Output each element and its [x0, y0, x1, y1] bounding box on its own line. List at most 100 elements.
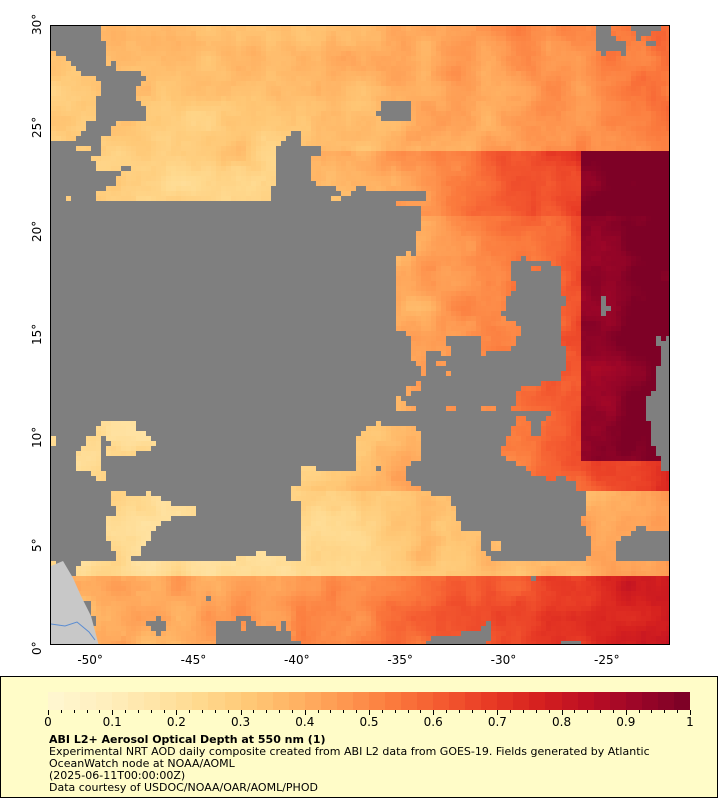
- aod-cells: [51, 26, 669, 644]
- colorbar-swatch: [577, 692, 594, 710]
- colorbar-minor-tick: [420, 710, 422, 713]
- colorbar-swatch: [384, 692, 402, 710]
- colorbar-swatch: [433, 692, 450, 710]
- aod-map: [50, 25, 670, 645]
- colorbar: [48, 692, 690, 710]
- colorbar-minor-tick: [677, 710, 679, 713]
- colorbar-minor-tick: [99, 710, 101, 713]
- caption-line-2: OceanWatch node at NOAA/AOML: [49, 757, 235, 770]
- colorbar-swatch: [304, 692, 321, 710]
- colorbar-minor-tick: [163, 710, 165, 713]
- colorbar-minor-tick: [150, 710, 152, 713]
- x-tick-label: -35°: [387, 653, 413, 667]
- colorbar-minor-tick: [330, 710, 332, 713]
- colorbar-swatch: [240, 692, 257, 710]
- colorbar-swatch: [272, 692, 289, 710]
- colorbar-minor-tick: [227, 710, 229, 713]
- colorbar-minor-tick: [202, 710, 204, 713]
- x-tick-label: -25°: [594, 653, 620, 667]
- y-tick-label: 15°: [30, 323, 44, 345]
- colorbar-swatch: [128, 692, 145, 710]
- colorbar-minor-tick: [612, 710, 614, 713]
- colorbar-label: 0.9: [616, 715, 636, 729]
- legend-title: ABI L2+ Aerosol Optical Depth at 550 nm …: [49, 733, 326, 746]
- land-area: [51, 561, 99, 644]
- colorbar-minor-tick: [471, 710, 473, 713]
- colorbar-swatch: [112, 692, 129, 710]
- colorbar-swatch: [561, 692, 578, 710]
- x-tick-label: -45°: [180, 653, 207, 667]
- colorbar-swatch: [160, 692, 177, 710]
- colorbar-tick: [369, 710, 370, 715]
- colorbar-minor-tick: [484, 710, 486, 713]
- colorbar-tick: [304, 710, 306, 715]
- colorbar-swatch: [545, 692, 562, 710]
- colorbar-swatch: [80, 692, 97, 710]
- colorbar-minor-tick: [73, 710, 75, 713]
- colorbar-minor-tick: [574, 710, 576, 713]
- colorbar-tick: [561, 710, 563, 715]
- caption-line-4: Data courtesy of USDOC/NOAA/OAR/AOML/PHO…: [49, 781, 318, 794]
- colorbar-swatch: [641, 692, 658, 710]
- colorbar-swatch: [336, 692, 353, 710]
- colorbar-tick: [112, 710, 114, 715]
- colorbar-minor-tick: [407, 710, 409, 713]
- colorbar-swatch: [609, 692, 626, 710]
- colorbar-minor-tick: [317, 710, 319, 713]
- y-tick-label: 30°: [30, 13, 44, 35]
- colorbar-label: 0.6: [423, 715, 443, 729]
- colorbar-swatch: [497, 692, 514, 710]
- colorbar-minor-tick: [523, 710, 525, 713]
- colorbar-swatch: [449, 692, 466, 710]
- colorbar-tick: [433, 710, 435, 715]
- colorbar-minor-tick: [137, 710, 139, 713]
- colorbar-minor-tick: [214, 710, 216, 713]
- caption-line-3: (2025-06-11T00:00:00Z): [49, 769, 186, 782]
- colorbar-minor-tick: [651, 710, 653, 713]
- colorbar-minor-tick: [587, 710, 589, 713]
- colorbar-minor-tick: [343, 710, 345, 713]
- colorbar-swatch: [657, 692, 674, 710]
- colorbar-minor-tick: [279, 710, 281, 713]
- colorbar-minor-tick: [600, 710, 602, 713]
- x-tick-label: -40°: [284, 653, 310, 667]
- y-tick-label: 5°: [30, 538, 44, 552]
- colorbar-minor-tick: [548, 710, 550, 713]
- x-tick-label: -30°: [490, 653, 517, 667]
- colorbar-label: 0.2: [166, 715, 186, 729]
- y-tick-label: 25°: [30, 117, 44, 139]
- colorbar-minor-tick: [253, 710, 255, 713]
- colorbar-label: 0.1: [102, 715, 122, 729]
- colorbar-tick: [690, 710, 691, 715]
- colorbar-swatch: [48, 692, 65, 710]
- y-tick-label: 0°: [30, 641, 44, 655]
- colorbar-swatch: [320, 692, 337, 710]
- x-tick-label: -50°: [77, 653, 103, 667]
- colorbar-minor-tick: [638, 710, 640, 713]
- colorbar-minor-tick: [356, 710, 358, 713]
- y-tick-label: 10°: [30, 427, 44, 449]
- colorbar-swatch: [64, 692, 81, 710]
- colorbar-minor-tick: [291, 710, 293, 713]
- colorbar-label: 0: [44, 715, 52, 729]
- colorbar-swatch: [673, 692, 690, 710]
- colorbar-minor-tick: [125, 710, 127, 713]
- colorbar-swatch: [288, 692, 305, 710]
- colorbar-swatch: [144, 692, 161, 710]
- colorbar-swatch: [465, 692, 482, 710]
- aod-map-field: [51, 26, 669, 644]
- colorbar-minor-tick: [60, 710, 62, 713]
- colorbar-label: 0.7: [487, 715, 507, 729]
- colorbar-swatch: [256, 692, 273, 710]
- colorbar-swatch: [224, 692, 241, 710]
- colorbar-minor-tick: [189, 710, 191, 713]
- colorbar-label: 1: [686, 715, 694, 729]
- colorbar-swatch: [401, 692, 418, 710]
- colorbar-swatch: [481, 692, 498, 710]
- river-line: [51, 621, 96, 641]
- colorbar-minor-tick: [458, 710, 460, 713]
- colorbar-label: 0.8: [552, 715, 572, 729]
- legend-panel: 0 0.1 0.2 0.3 0.4 0.5 0.6 0.7 0.8 0.9 1 ABI L2+ Ae…: [0, 676, 718, 798]
- colorbar-swatch: [176, 692, 193, 710]
- colorbar-swatch: [417, 692, 434, 710]
